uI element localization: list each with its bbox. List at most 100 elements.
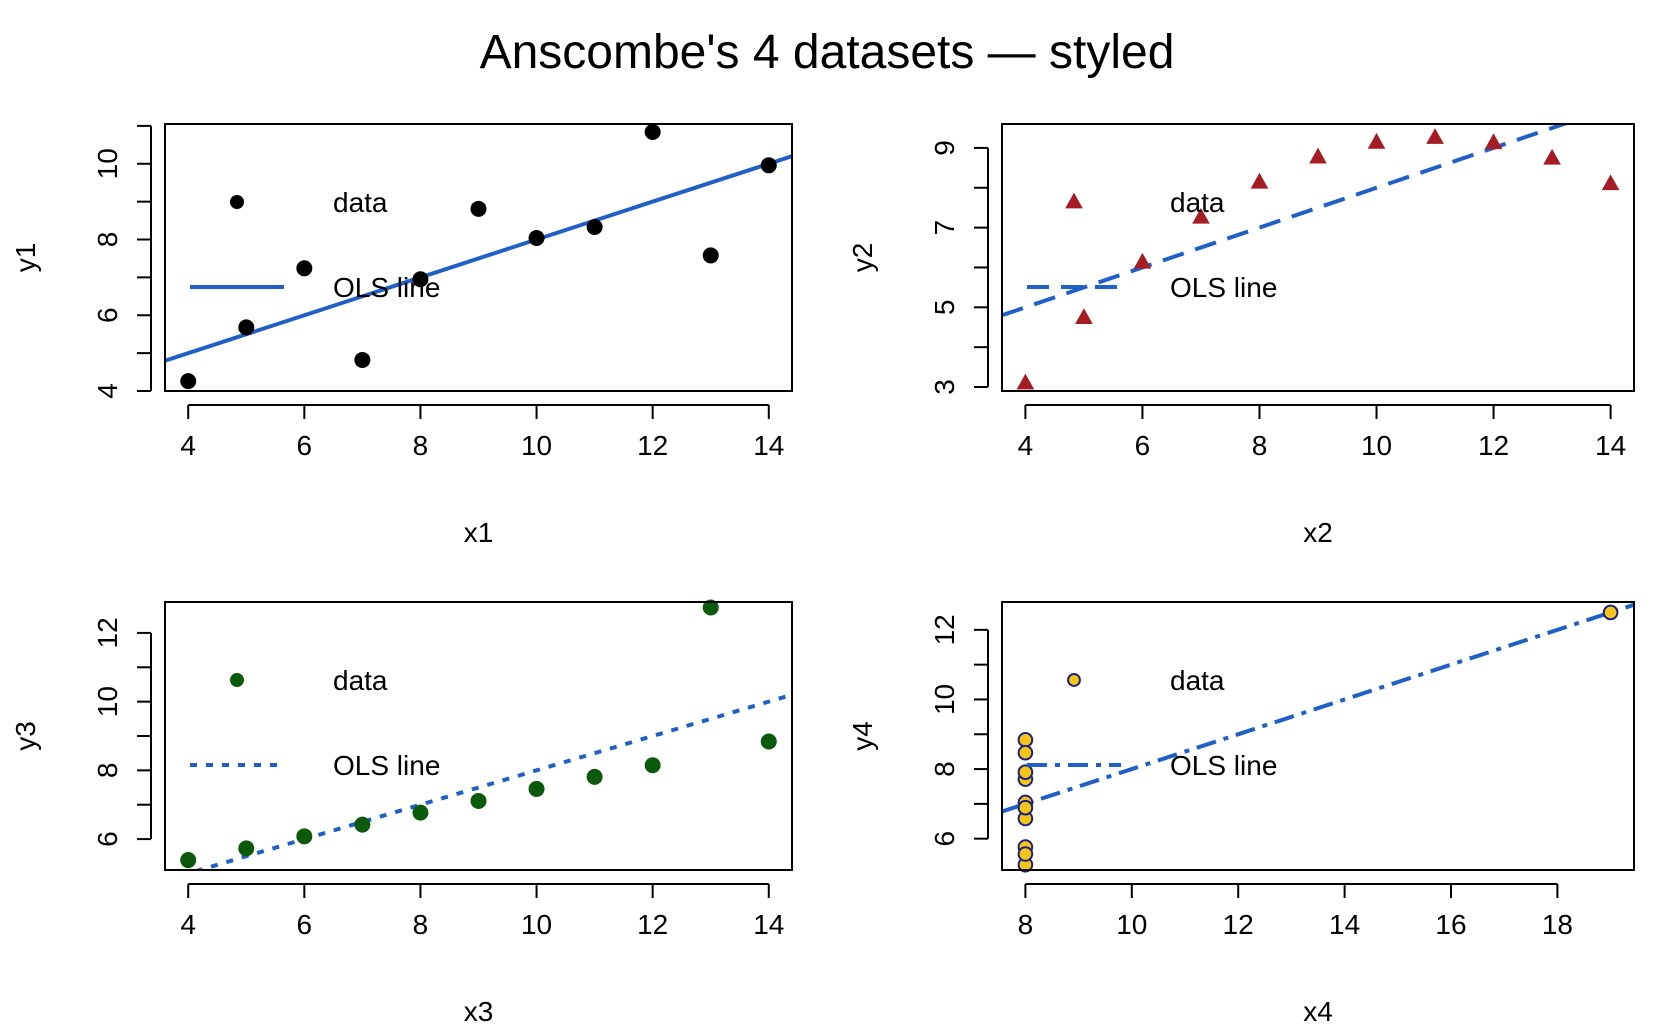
x-tick-label: 12 [637, 909, 668, 940]
x-tick-label: 4 [1018, 430, 1034, 461]
data-point [1601, 174, 1620, 191]
y-axis-label: y2 [847, 243, 878, 273]
x-tick-label: 10 [521, 909, 552, 940]
x-tick-label: 14 [753, 909, 784, 940]
x-tick-label: 10 [521, 430, 552, 461]
x-tick-label: 16 [1435, 909, 1466, 940]
data-point [470, 200, 487, 217]
y-tick-label: 9 [929, 140, 960, 156]
data-point [1017, 744, 1034, 761]
plot-frame [164, 123, 793, 392]
data-point [238, 319, 255, 336]
x-tick-label: 12 [1223, 909, 1254, 940]
legend-label-ols: OLS line [1170, 750, 1277, 781]
data-point [528, 229, 545, 246]
chart-panel-4: 8 10 12 14 16 18 6 8 10 12 x4 y4 data OLS line [847, 601, 1635, 1027]
legend-label-ols: OLS line [1170, 272, 1277, 303]
data-point [1426, 128, 1444, 144]
x-tick-label: 14 [753, 430, 784, 461]
legend-marker [230, 673, 244, 687]
x-tick-label: 4 [180, 909, 196, 940]
x-tick-label: 6 [297, 430, 313, 461]
x-tick-label: 14 [1329, 909, 1360, 940]
legend-label-data: data [333, 187, 388, 218]
data-point [702, 599, 719, 616]
data-point [1017, 799, 1034, 816]
legend: data OLS line [1027, 665, 1277, 781]
data-point [1602, 604, 1619, 621]
data-point [1017, 764, 1034, 780]
data-point [296, 260, 313, 277]
y-tick-label: 6 [92, 307, 123, 323]
data-point [238, 840, 255, 857]
chart-title: Anscombe's 4 datasets — styled [480, 26, 1175, 79]
data-point [1250, 172, 1269, 189]
x-tick-label: 8 [1252, 430, 1268, 461]
data-point [644, 123, 661, 140]
y-tick-label: 8 [929, 761, 960, 777]
data-point [644, 757, 661, 774]
plot-frame [1001, 601, 1635, 871]
ols-line [1002, 124, 1570, 318]
legend-label-data: data [1170, 665, 1225, 696]
x-axis-label: x3 [464, 996, 494, 1022]
data-point [1017, 846, 1034, 862]
data-point [1192, 207, 1210, 224]
x-axis-label: x2 [1303, 517, 1333, 548]
x-tick-label: 8 [413, 430, 429, 461]
y-tick-label: 10 [92, 148, 123, 179]
y-tick-label: 8 [92, 232, 123, 248]
y-tick-label: 12 [929, 614, 960, 645]
data-point [702, 247, 719, 264]
data-point [586, 219, 603, 236]
y-tick-label: 3 [929, 379, 960, 395]
y-tick-label: 7 [929, 220, 960, 236]
data-point [1367, 132, 1386, 149]
y-tick-label: 10 [92, 686, 123, 717]
legend-marker [1065, 192, 1083, 209]
plot-frame [164, 601, 793, 871]
x-tick-label: 6 [1135, 430, 1151, 461]
chart-panel-2: 4 6 8 10 12 14 3 5 7 9 x2 y2 data OLS line [847, 123, 1635, 548]
y-axis-label: y1 [10, 243, 41, 273]
data-point [1133, 252, 1152, 269]
legend-label-ols: OLS line [333, 750, 440, 781]
data-point [470, 792, 487, 809]
x-tick-label: 12 [637, 430, 668, 461]
y-tick-label: 5 [929, 300, 960, 316]
legend: data OLS line [1027, 187, 1277, 303]
y-tick-label: 10 [929, 684, 960, 715]
plot-frame [1001, 123, 1635, 392]
data-point [1543, 148, 1561, 165]
data-point [412, 804, 429, 821]
x-axis-label: x1 [464, 517, 494, 548]
data-point [180, 852, 197, 869]
x-tick-label: 10 [1361, 430, 1392, 461]
data-point [296, 828, 313, 845]
data-point [528, 780, 545, 797]
data-point [354, 351, 371, 368]
y-axis-label: y3 [10, 721, 41, 751]
legend-label-ols: OLS line [333, 272, 440, 303]
x-tick-label: 6 [297, 909, 313, 940]
y-tick-label: 4 [92, 383, 123, 399]
data-point [1484, 133, 1503, 150]
ols-line [1002, 602, 1634, 814]
x-tick-label: 8 [1018, 909, 1034, 940]
legend-marker [1067, 673, 1081, 687]
data-point [586, 768, 603, 785]
data-point [1309, 147, 1327, 164]
data-point [354, 816, 371, 833]
ols-line [192, 692, 792, 870]
data-point [1075, 308, 1093, 325]
y-tick-label: 12 [92, 617, 123, 648]
x-tick-label: 4 [180, 430, 196, 461]
data-point [760, 157, 777, 174]
x-tick-label: 10 [1116, 909, 1147, 940]
y-axis-label: y4 [847, 721, 878, 751]
ols-line [165, 154, 792, 363]
x-tick-label: 8 [413, 909, 429, 940]
data-point [412, 271, 429, 288]
